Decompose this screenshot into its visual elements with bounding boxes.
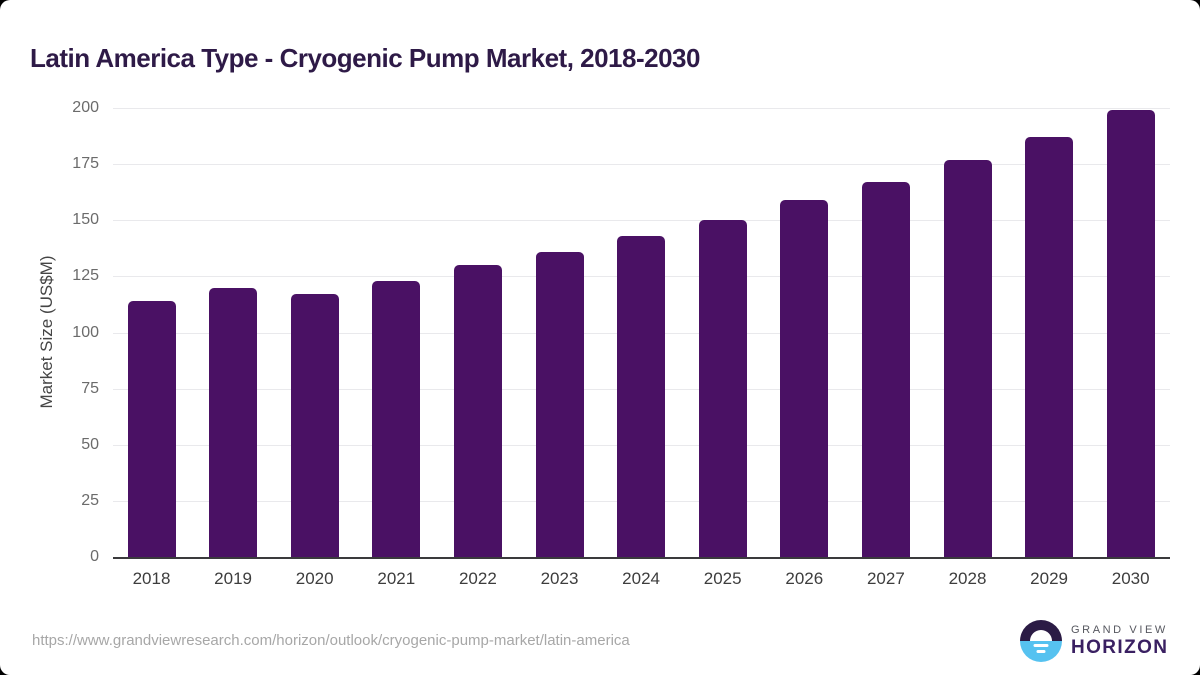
x-tick-label-2022: 2022 [458, 569, 497, 588]
y-tick-label-100: 100 [72, 323, 99, 341]
y-tick-label-0: 0 [90, 548, 99, 565]
y-tick-label-150: 150 [72, 211, 99, 229]
x-tick-label-2021: 2021 [377, 569, 416, 588]
bar-2018 [127, 301, 176, 557]
gridline-150 [113, 220, 1170, 222]
x-tick-label-2028: 2028 [948, 569, 987, 588]
logo-product-name: HORIZON [1071, 637, 1169, 658]
bar-2026 [780, 200, 829, 557]
x-tick-label-2020: 2020 [295, 569, 334, 588]
bar-2019 [209, 287, 258, 557]
grand-view-horizon-logo: GRAND VIEW HORIZON [1020, 620, 1168, 662]
gridline-175 [113, 164, 1170, 166]
sun-reflection-line [1033, 644, 1049, 647]
x-tick-label-2029: 2029 [1030, 569, 1068, 588]
y-tick-label-75: 75 [81, 379, 99, 397]
bar-2025 [698, 220, 747, 557]
x-tick-label-2025: 2025 [703, 569, 742, 588]
x-tick-label-2027: 2027 [866, 569, 905, 588]
horizon-sun-icon [1020, 620, 1062, 662]
logo-brand-name: GRAND VIEW [1071, 624, 1168, 636]
x-axis-line [113, 557, 1170, 559]
x-tick-label-2030: 2030 [1111, 569, 1150, 588]
sun-reflection-line [1036, 650, 1046, 653]
bar-2028 [943, 159, 992, 557]
bar-2024 [617, 235, 666, 557]
bar-2029 [1025, 137, 1074, 557]
logo-text: GRAND VIEW HORIZON [1071, 624, 1168, 658]
bar-2023 [535, 251, 584, 557]
x-tick-label-2026: 2026 [785, 569, 824, 588]
source-url: https://www.grandviewresearch.com/horizo… [32, 632, 630, 649]
chart-title: Latin America Type - Cryogenic Pump Mark… [30, 43, 700, 74]
bar-2030 [1106, 110, 1155, 557]
plot-area: 0 25 50 75 100 125 150 175 200 2018 2019 2020 2021 20… [72, 99, 1170, 588]
x-tick-label-2018: 2018 [132, 569, 171, 588]
bar-2027 [861, 182, 910, 557]
bar-2020 [290, 294, 339, 557]
y-tick-label-125: 125 [72, 267, 99, 285]
y-tick-label-25: 25 [81, 491, 99, 509]
gridline-200 [113, 108, 1170, 109]
sun-shape [1030, 630, 1052, 641]
y-tick-label-200: 200 [72, 99, 99, 116]
y-tick-label-175: 175 [72, 155, 99, 173]
y-tick-label-50: 50 [81, 435, 99, 453]
bar-2021 [372, 280, 421, 557]
bar-2022 [453, 265, 502, 557]
x-tick-label-2023: 2023 [540, 569, 579, 588]
x-tick-label-2019: 2019 [214, 569, 252, 588]
x-tick-label-2024: 2024 [622, 569, 660, 588]
